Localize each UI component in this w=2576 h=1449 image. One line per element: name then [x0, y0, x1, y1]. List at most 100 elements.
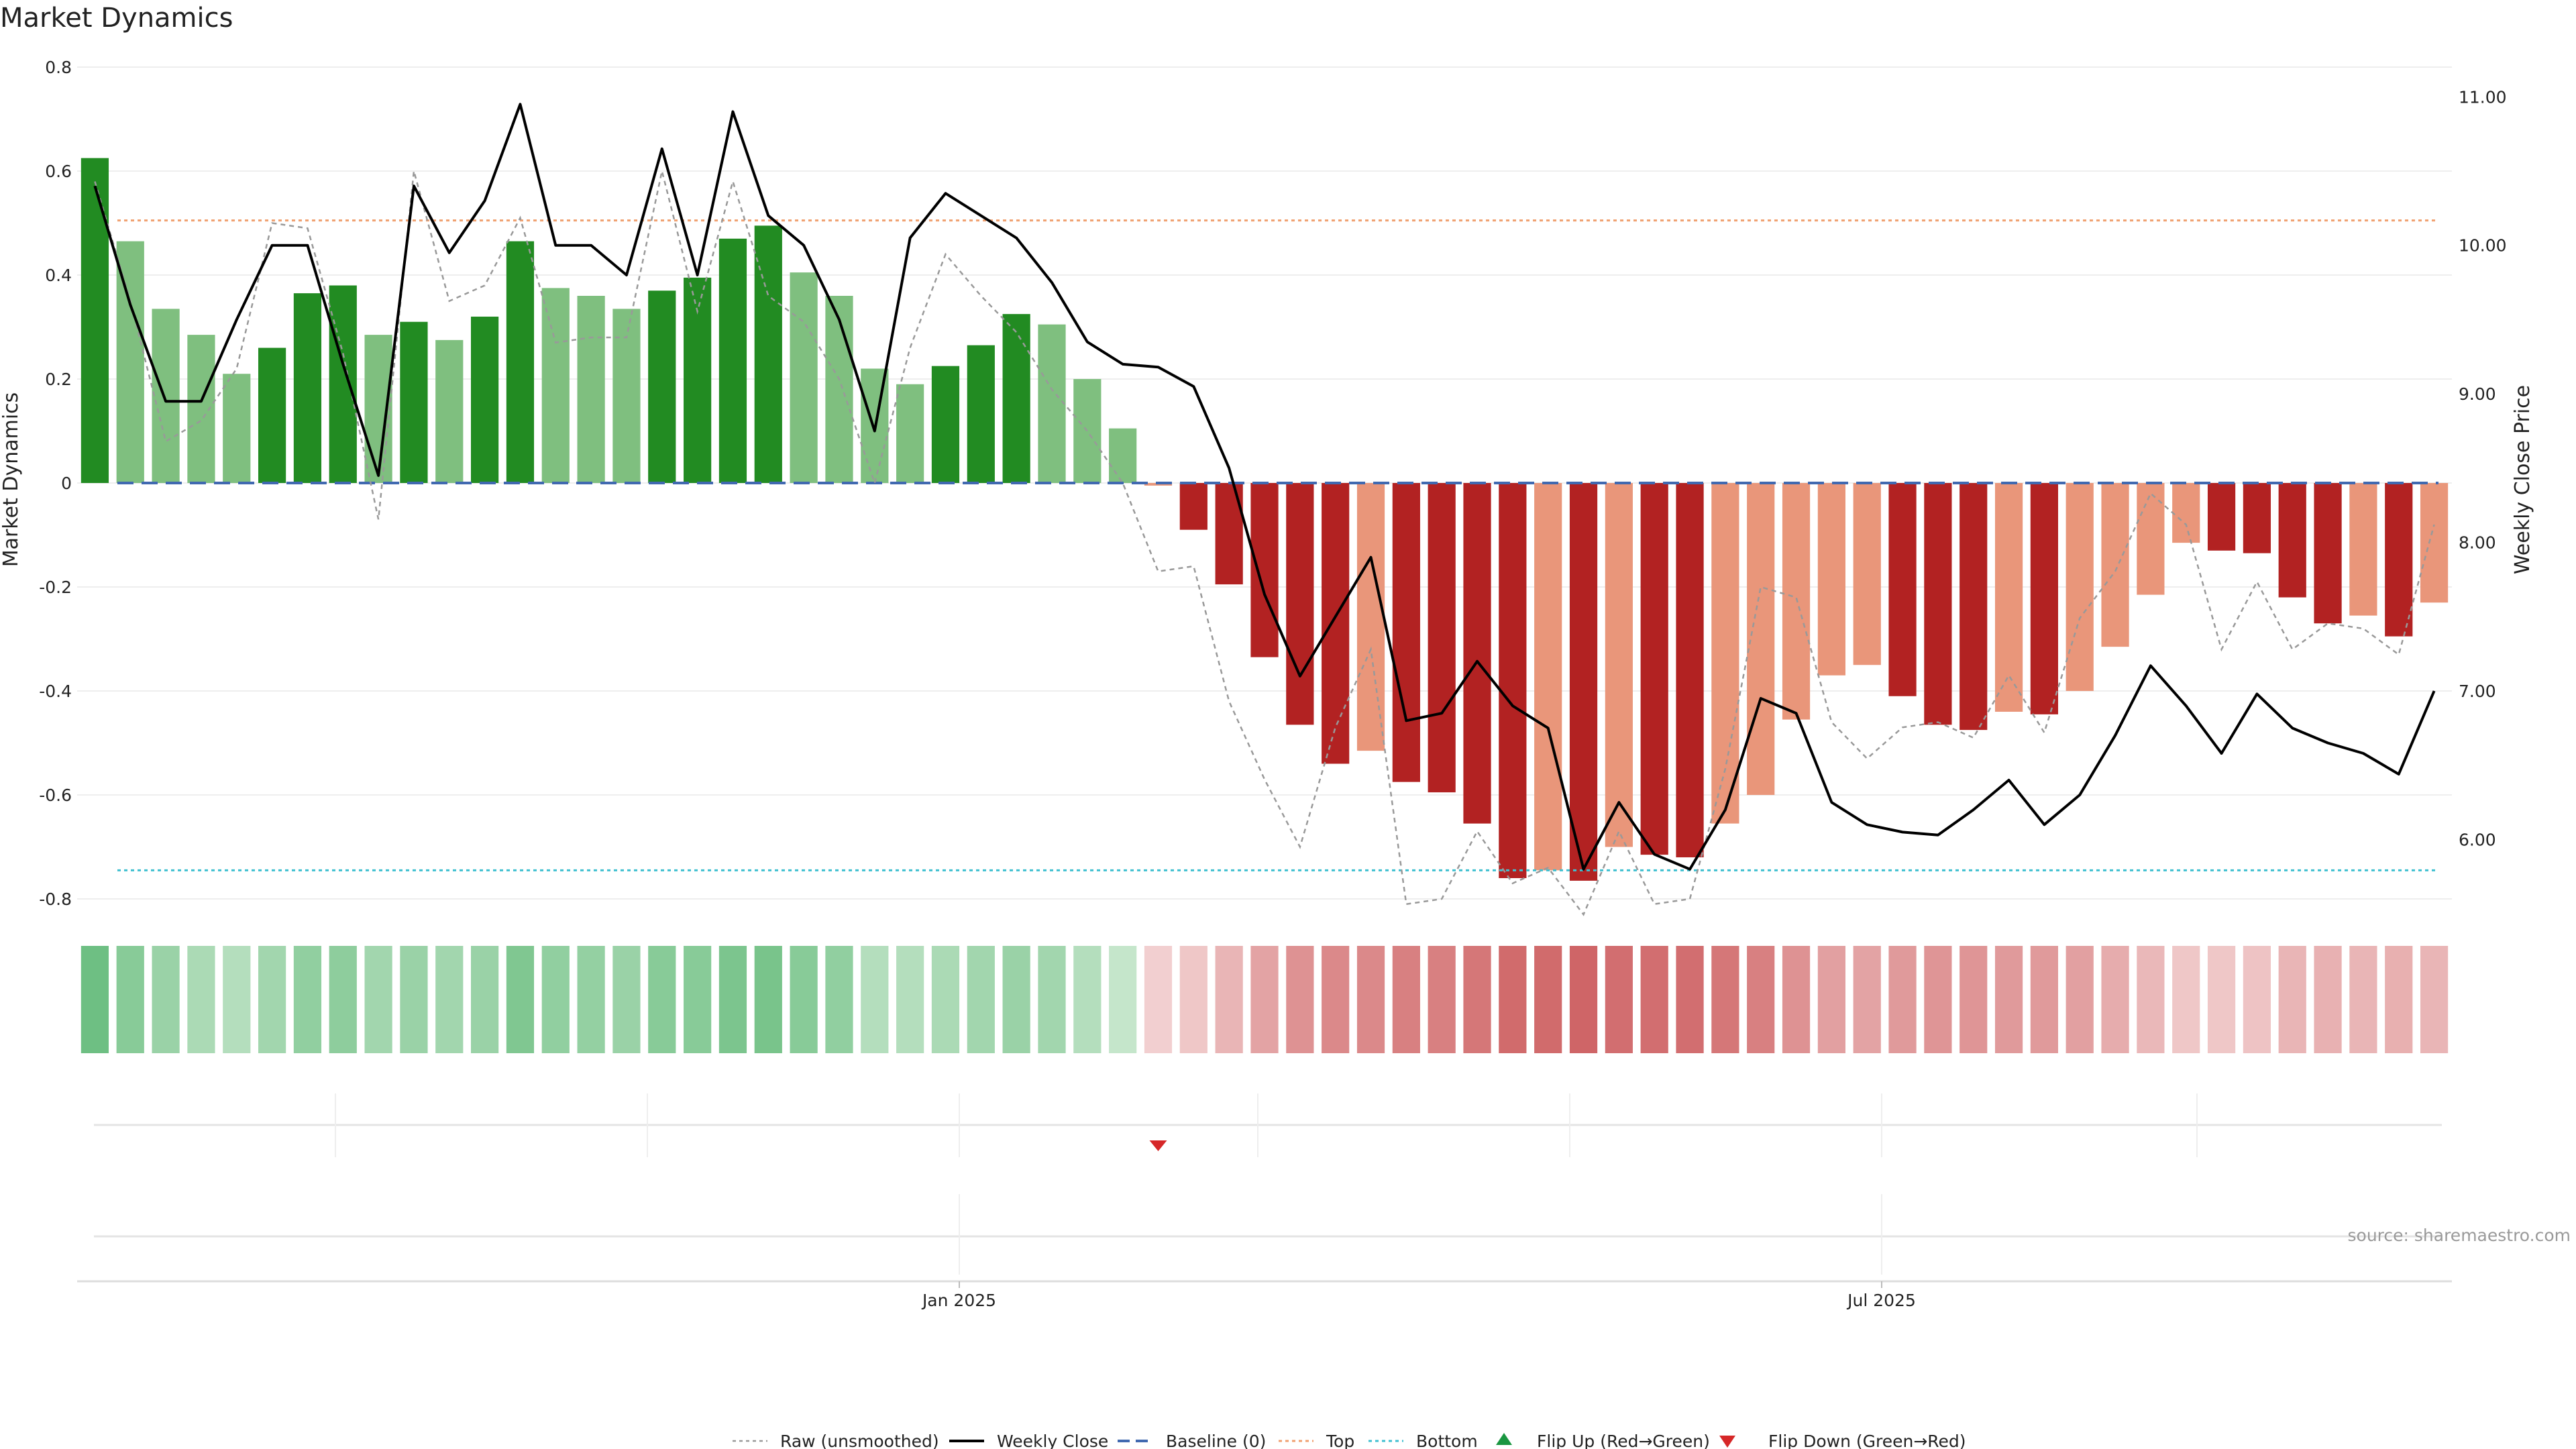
reference-lines — [117, 219, 2438, 871]
heat-cell — [2030, 946, 2058, 1053]
y2-tick-label: 8.00 — [2459, 533, 2496, 553]
heat-cell — [1747, 946, 1775, 1053]
momentum-bar — [1250, 483, 1279, 657]
heat-cell — [1711, 946, 1739, 1053]
heat-cell — [1924, 946, 1952, 1053]
heat-cell — [293, 946, 322, 1053]
momentum-bar — [541, 288, 570, 483]
heat-cell — [1356, 946, 1385, 1053]
momentum-bar — [80, 158, 109, 483]
y-tick-label: -0.6 — [39, 786, 72, 805]
momentum-bar — [1817, 483, 1845, 676]
momentum-bar — [577, 296, 605, 483]
heat-cell — [2385, 946, 2413, 1053]
y-tick-label: -0.8 — [39, 890, 72, 909]
momentum-bar — [825, 296, 853, 483]
heat-cell — [1463, 946, 1491, 1053]
heat-cell — [116, 946, 144, 1053]
x-axis: Jan 2025 Jul 2025 — [77, 1280, 2452, 1310]
momentum-bar — [1711, 483, 1739, 824]
momentum-bar — [506, 241, 535, 483]
heat-cell — [1605, 946, 1633, 1053]
chart-title: Market Dynamics — [0, 3, 233, 34]
heat-cell — [506, 946, 535, 1053]
heat-cell — [329, 946, 357, 1053]
heat-cell — [2207, 946, 2236, 1053]
heat-cell — [896, 946, 924, 1053]
heat-cell — [1144, 946, 1173, 1053]
momentum-bar — [2065, 483, 2094, 691]
momentum-bar — [2278, 483, 2306, 598]
momentum-bar — [116, 241, 144, 483]
heat-cell — [541, 946, 570, 1053]
heat-cell — [1888, 946, 1917, 1053]
heat-cell — [1215, 946, 1243, 1053]
x-tick-label: Jul 2025 — [1846, 1291, 1916, 1310]
y2-tick-label: 11.00 — [2459, 87, 2507, 107]
momentum-bar — [2101, 483, 2129, 647]
momentum-bar — [1994, 483, 2023, 712]
legend-label: Bottom — [1416, 1432, 1478, 1449]
momentum-bar — [2243, 483, 2271, 553]
momentum-bar — [1179, 483, 1208, 530]
heat-cell — [1499, 946, 1527, 1053]
heat-cell — [1569, 946, 1598, 1053]
legend-flip-down-icon — [1719, 1436, 1735, 1448]
y2-axis-ticks: 11.00 10.00 9.00 8.00 7.00 6.00 — [2459, 87, 2507, 849]
raw-line — [94, 170, 2435, 916]
legend-label: Baseline (0) — [1166, 1432, 1266, 1449]
momentum-bar — [931, 366, 960, 483]
momentum-bar — [1569, 483, 1598, 881]
momentum-bar — [1428, 483, 1456, 793]
heat-cell — [2172, 946, 2200, 1053]
heat-cell — [1322, 946, 1350, 1053]
y-axis-ticks: 0.8 0.6 0.4 0.2 0 -0.2 -0.4 -0.6 -0.8 — [39, 58, 72, 909]
momentum-bar — [2349, 483, 2377, 616]
momentum-bar — [754, 225, 782, 483]
y-tick-label: 0.2 — [45, 370, 72, 389]
heat-cell — [1817, 946, 1845, 1053]
heat-cell — [1073, 946, 1102, 1053]
heat-cell — [1640, 946, 1668, 1053]
momentum-bars — [80, 158, 2449, 881]
momentum-bar — [152, 309, 180, 483]
y-axis-label: Market Dynamics — [0, 392, 23, 568]
heat-cell — [2243, 946, 2271, 1053]
heat-cell — [931, 946, 960, 1053]
heat-cell — [1109, 946, 1137, 1053]
momentum-bar — [364, 335, 392, 483]
momentum-bar — [329, 285, 357, 483]
heat-cell — [152, 946, 180, 1053]
momentum-bar — [1676, 483, 1704, 857]
momentum-bar — [1322, 483, 1350, 764]
momentum-bar — [2385, 483, 2413, 637]
momentum-bar — [2030, 483, 2058, 714]
momentum-bar — [2207, 483, 2236, 551]
y2-tick-label: 9.00 — [2459, 384, 2496, 404]
momentum-bar — [1960, 483, 1988, 731]
heat-cell — [790, 946, 818, 1053]
momentum-bar — [223, 374, 251, 483]
heat-cell — [187, 946, 215, 1053]
heat-cell — [1676, 946, 1704, 1053]
momentum-bar — [1924, 483, 1952, 725]
heat-cell — [258, 946, 286, 1053]
y-tick-label: 0 — [61, 474, 72, 493]
heat-cell — [2349, 946, 2377, 1053]
momentum-bar — [896, 384, 924, 483]
momentum-bar — [471, 317, 499, 483]
momentum-bar — [1463, 483, 1491, 824]
momentum-bar — [1853, 483, 1881, 665]
y-tick-label: 0.8 — [45, 58, 72, 77]
series-lines — [93, 103, 2436, 916]
momentum-bar — [1109, 428, 1137, 483]
momentum-bar — [612, 309, 641, 483]
heat-cell — [648, 946, 676, 1053]
heat-cell — [1002, 946, 1030, 1053]
heat-cell — [754, 946, 782, 1053]
heat-cell — [1428, 946, 1456, 1053]
momentum-bar — [1356, 483, 1385, 751]
momentum-bar — [2172, 483, 2200, 543]
y-tick-label: -0.2 — [39, 578, 72, 597]
